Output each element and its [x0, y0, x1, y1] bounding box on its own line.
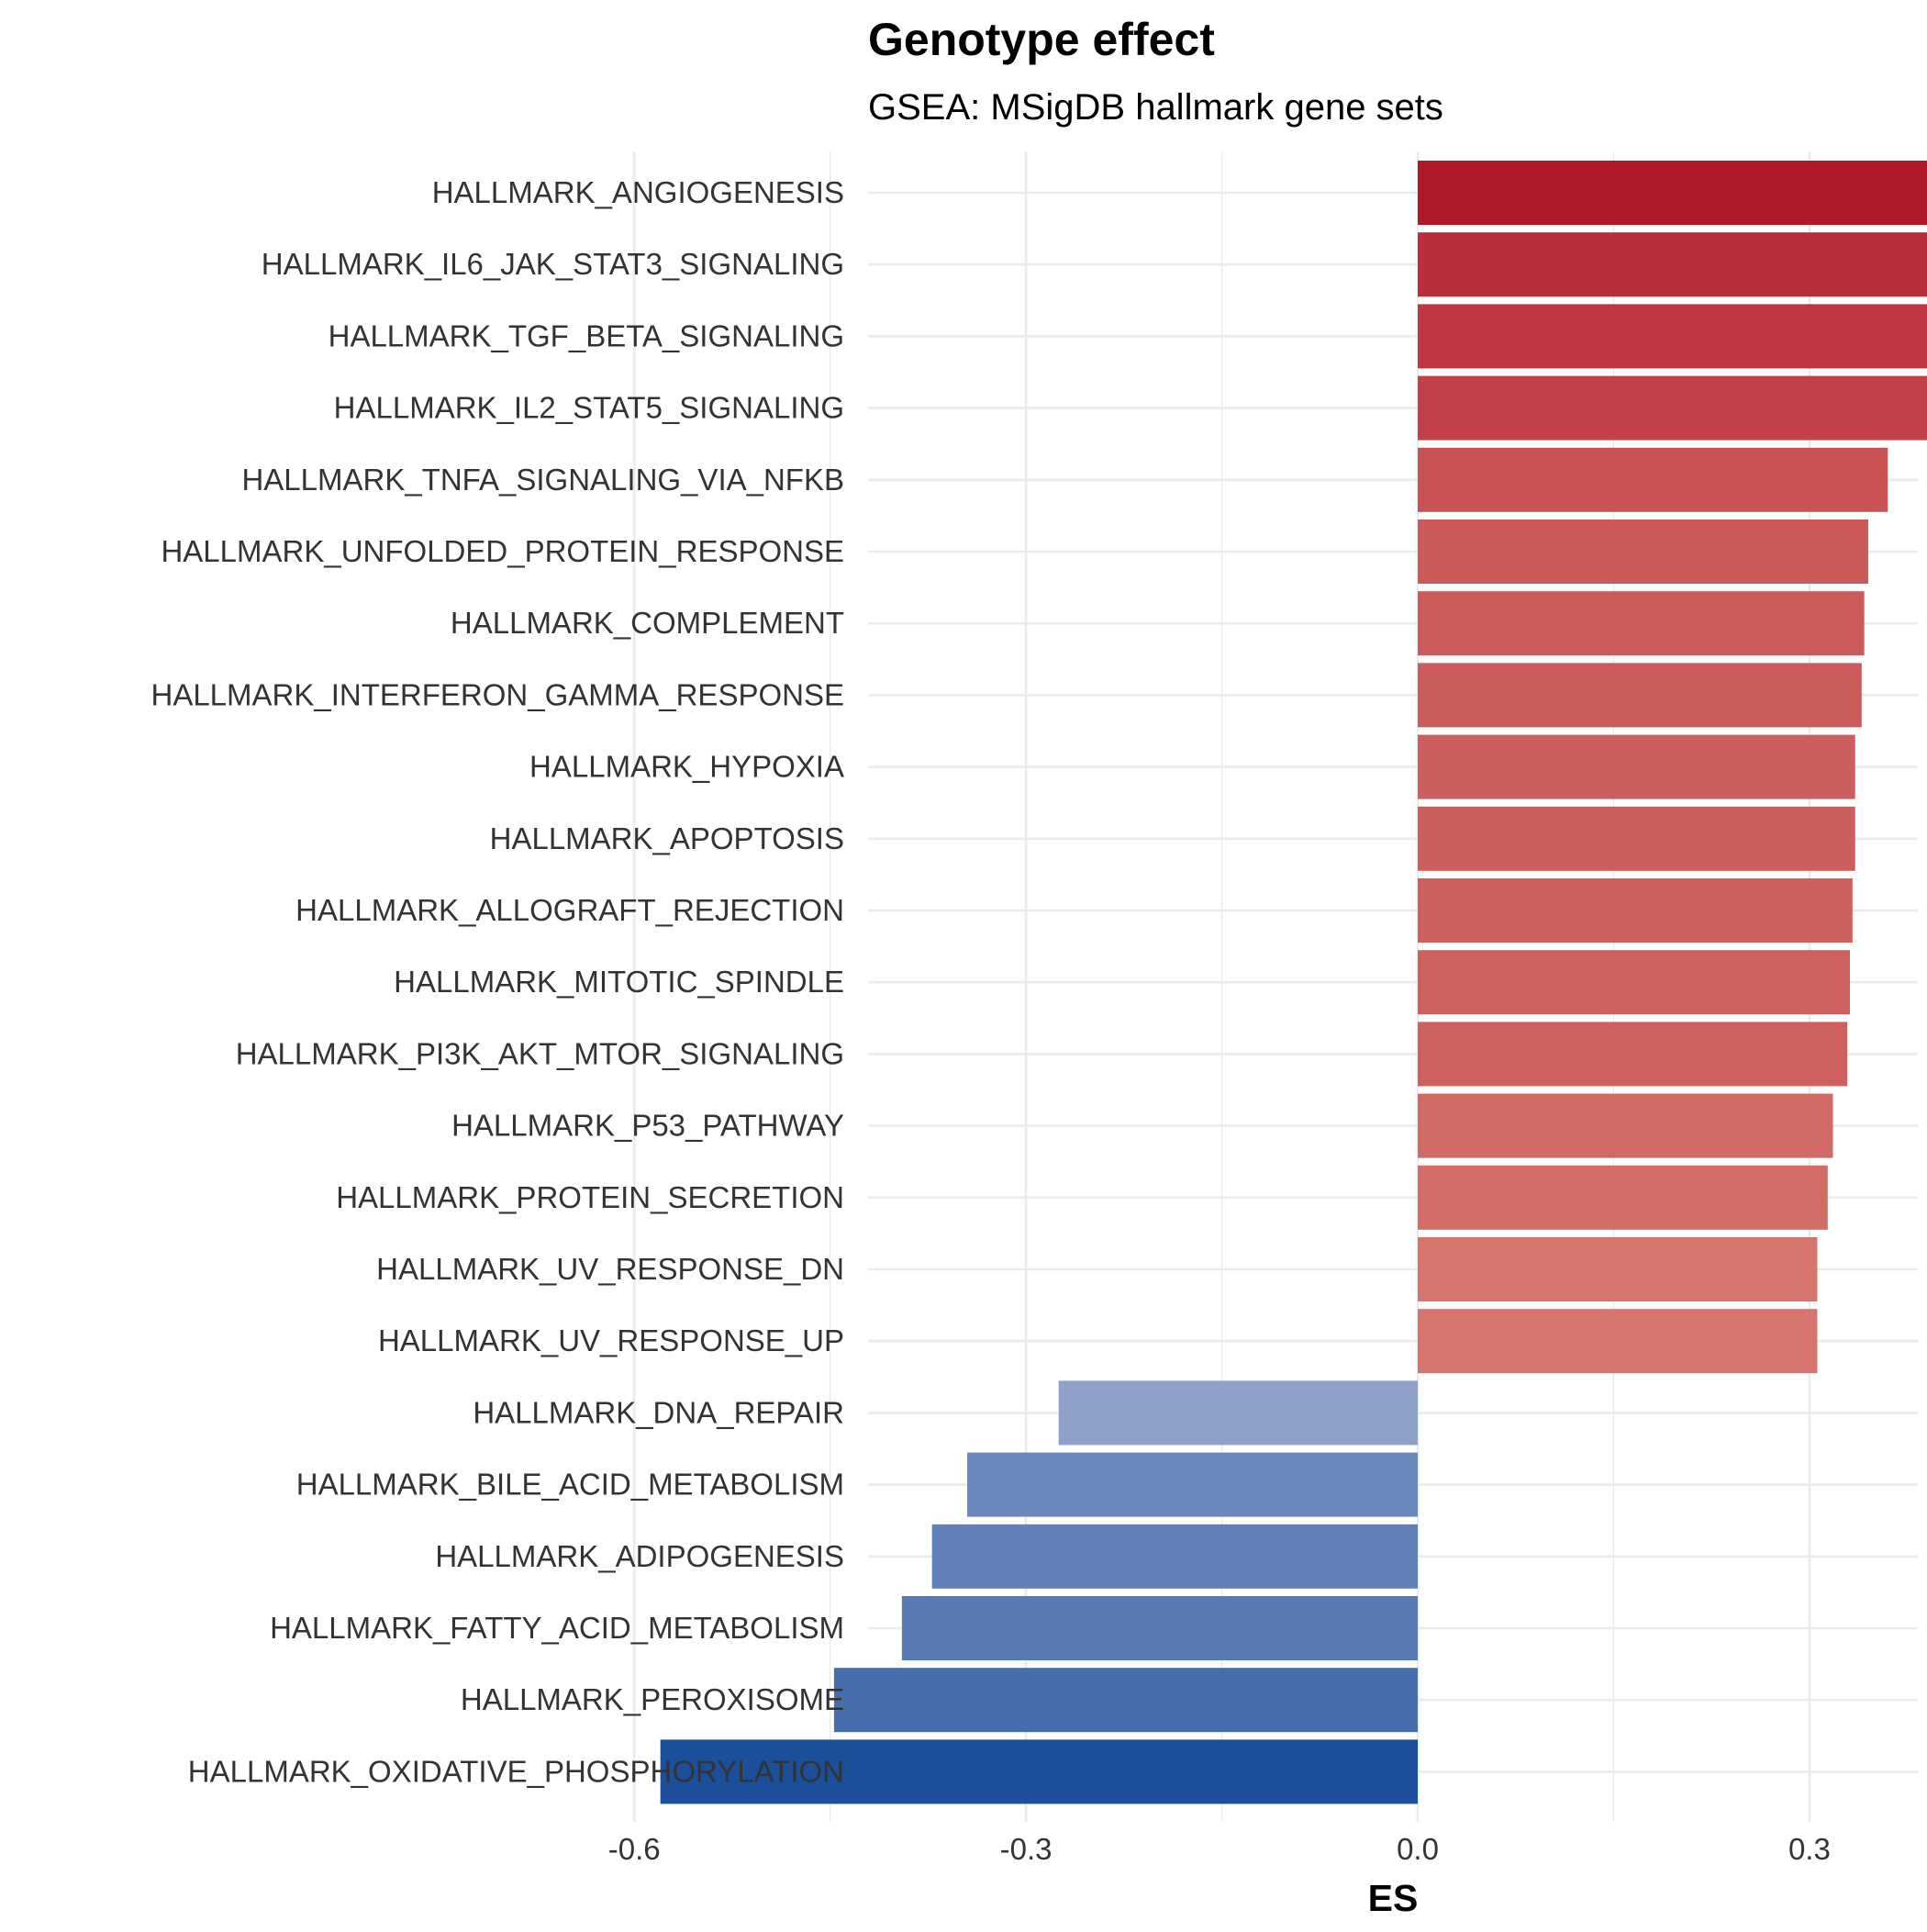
y-tick-label: HALLMARK_IL2_STAT5_SIGNALING: [334, 391, 844, 425]
bar: [1418, 232, 1927, 297]
bar: [967, 1452, 1418, 1517]
y-tick-label: HALLMARK_UV_RESPONSE_UP: [378, 1323, 844, 1357]
bars: [660, 161, 1927, 1804]
bar: [1418, 447, 1888, 512]
y-tick-label: HALLMARK_P53_PATHWAY: [451, 1109, 844, 1143]
bar: [660, 1739, 1418, 1804]
y-tick-label: HALLMARK_UNFOLDED_PROTEIN_RESPONSE: [161, 534, 844, 568]
x-tick-label: -0.6: [608, 1832, 661, 1866]
y-tick-label: HALLMARK_HYPOXIA: [529, 750, 844, 784]
y-tick-label: HALLMARK_TNFA_SIGNALING_VIA_NFKB: [241, 463, 844, 497]
chart-subtitle: GSEA: MSigDB hallmark gene sets: [868, 87, 1443, 128]
y-tick-label: HALLMARK_MITOTIC_SPINDLE: [394, 965, 844, 999]
bar: [1418, 663, 1862, 728]
y-axis-labels: HALLMARK_ANGIOGENESIS HALLMARK_IL6_JAK_ST…: [150, 175, 844, 1788]
bar: [1418, 375, 1927, 441]
chart-title: Genotype effect: [868, 14, 1215, 65]
y-tick-label: HALLMARK_PI3K_AKT_MTOR_SIGNALING: [236, 1036, 844, 1070]
y-tick-label: HALLMARK_ADIPOGENESIS: [435, 1539, 844, 1573]
bar: [1418, 950, 1851, 1015]
y-tick-label: HALLMARK_PROTEIN_SECRETION: [336, 1180, 844, 1214]
bar: [1418, 161, 1927, 225]
y-tick-label: HALLMARK_INTERFERON_GAMMA_RESPONSE: [150, 677, 844, 711]
bar: [1418, 1309, 1818, 1374]
bar: [1418, 304, 1927, 369]
y-tick-label: HALLMARK_UV_RESPONSE_DN: [376, 1252, 844, 1286]
bar: [1418, 1237, 1818, 1301]
bar: [931, 1524, 1418, 1589]
bar: [1418, 1093, 1833, 1158]
bar: [1418, 1165, 1828, 1230]
y-tick-label: HALLMARK_ANGIOGENESIS: [432, 175, 844, 209]
y-tick-label: HALLMARK_APOPTOSIS: [490, 821, 844, 855]
y-tick-label: HALLMARK_ALLOGRAFT_REJECTION: [295, 893, 844, 927]
x-tick-label: -0.3: [1000, 1832, 1053, 1866]
y-tick-label: HALLMARK_IL6_JAK_STAT3_SIGNALING: [262, 247, 844, 281]
y-tick-label: HALLMARK_TGF_BETA_SIGNALING: [329, 318, 844, 352]
bar: [1418, 519, 1868, 584]
y-tick-label: HALLMARK_PEROXISOME: [461, 1682, 844, 1716]
bar: [833, 1668, 1418, 1733]
bar: [1418, 1022, 1848, 1087]
x-axis-labels: -0.6 -0.3 0.0 0.3: [608, 1832, 1831, 1866]
bar: [1418, 806, 1855, 871]
bar: [901, 1596, 1418, 1660]
x-tick-label: 0.3: [1788, 1832, 1831, 1866]
y-tick-label: HALLMARK_FATTY_ACID_METABOLISM: [270, 1611, 844, 1645]
y-tick-label: HALLMARK_BILE_ACID_METABOLISM: [296, 1468, 844, 1502]
bar: [1418, 591, 1865, 656]
bar: [1418, 734, 1855, 799]
y-tick-label: HALLMARK_OXIDATIVE_PHOSPHORYLATION: [188, 1754, 844, 1788]
y-tick-label: HALLMARK_COMPLEMENT: [451, 606, 844, 640]
bar: [1058, 1380, 1418, 1446]
x-axis-title: ES: [1368, 1877, 1419, 1919]
y-tick-label: HALLMARK_DNA_REPAIR: [473, 1395, 844, 1429]
x-tick-label: 0.0: [1397, 1832, 1439, 1866]
bar: [1418, 878, 1853, 943]
